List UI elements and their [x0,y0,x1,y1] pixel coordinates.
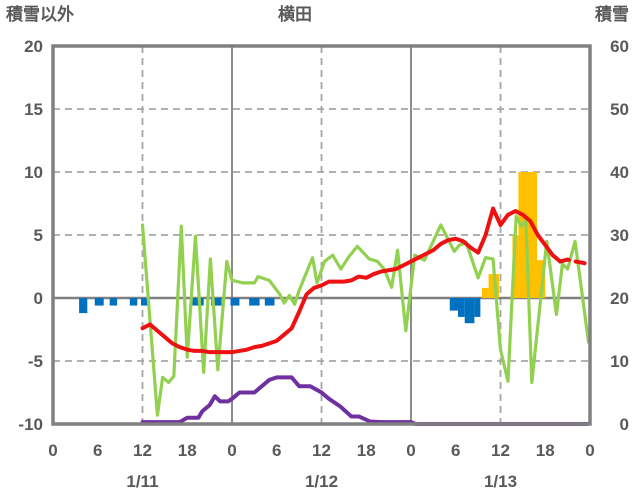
x-axis-tick: 18 [178,441,197,460]
bar-blue-bars [474,298,481,317]
left-axis-tick: 5 [34,226,43,245]
green-line [140,214,591,417]
bar-blue-bars [230,298,240,306]
bar-orange-bars [512,235,519,298]
x-axis-tick: 0 [227,441,236,460]
bar-blue-bars [94,298,104,306]
left-axis-tick: 15 [24,100,43,119]
x-axis-tick: 6 [451,441,460,460]
bar-blue-bars [264,298,275,306]
x-axis-tick: 0 [585,441,594,460]
bar-blue-bars [457,298,465,317]
x-axis-tick: 18 [536,441,555,460]
right-axis-title: 積雪 [595,5,629,24]
x-axis-tick: 0 [48,441,57,460]
right-axis-tick: 10 [610,352,629,371]
purple-line [140,375,590,426]
line-series [140,206,592,426]
red-line-forecast [558,257,592,267]
right-axis-tick: 50 [610,100,629,119]
x-axis-date-label: 1/11 [126,472,158,491]
right-axis-tick: 40 [610,163,629,182]
bar-blue-bars [129,298,138,306]
bar-blue-bars [464,298,475,324]
left-axis-tick: 20 [24,37,43,56]
left-axis-tick: -5 [28,352,43,371]
x-axis-tick: 18 [357,441,376,460]
bar-blue-bars [79,298,88,314]
right-axis-tick: 60 [610,37,629,56]
x-axis-tick: 12 [133,441,152,460]
left-axis-title: 積雪以外 [6,5,74,24]
left-axis-tick: 10 [24,163,43,182]
right-axis-tick: 0 [620,415,629,434]
left-axis-tick: 0 [34,289,43,308]
plot-border [51,44,592,426]
x-axis-tick: 12 [312,441,331,460]
x-axis-date-label: 1/13 [484,472,517,491]
bar-blue-bars [249,298,260,306]
right-axis-tick: 20 [610,289,629,308]
x-axis-tick: 6 [93,441,102,460]
x-axis-tick: 12 [491,441,510,460]
x-axis-date-label: 1/12 [305,472,338,491]
left-axis-tick: -10 [18,415,43,434]
bar-blue-bars [109,298,118,306]
bar-orange-bars [481,287,489,298]
plot-frame [51,44,592,426]
x-axis-tick: 0 [406,441,415,460]
bar-blue-bars [141,298,150,306]
bar-blue-bars [211,298,222,306]
chart-title: 横田 [278,5,312,24]
bar-blue-bars [449,298,458,311]
right-axis-tick: 30 [610,226,629,245]
red-line-solid [140,206,563,355]
x-axis-tick: 6 [272,441,281,460]
